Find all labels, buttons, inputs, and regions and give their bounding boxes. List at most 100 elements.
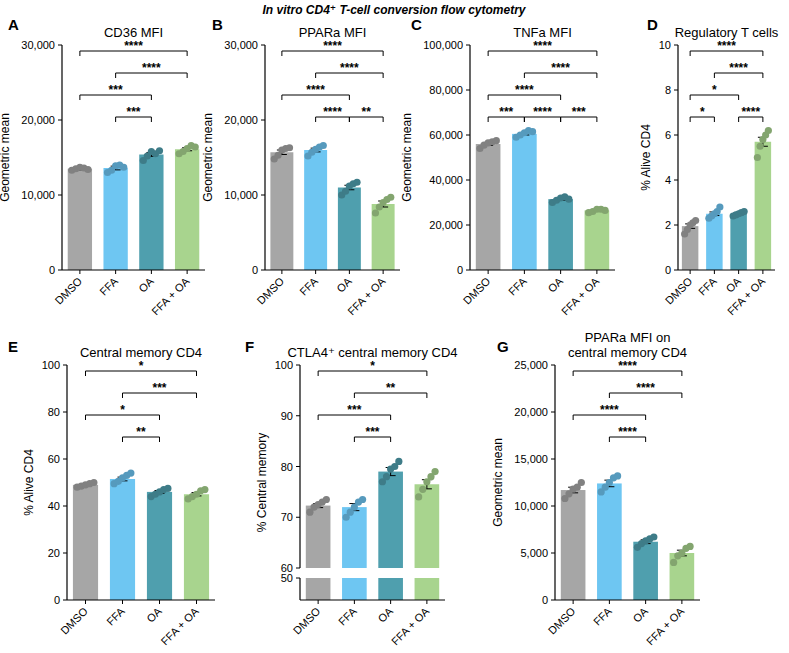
significance-label: **** xyxy=(515,83,534,97)
y-tick-label: 60 xyxy=(48,453,60,465)
y-tick xyxy=(551,459,555,460)
x-tick-label: DMSO xyxy=(663,275,695,307)
data-point xyxy=(754,154,761,161)
plot-area xyxy=(561,472,694,600)
y-tick xyxy=(674,90,678,91)
data-point xyxy=(383,473,390,480)
bar xyxy=(175,149,199,270)
y-tick xyxy=(466,45,470,46)
y-tick-label: 10,000 xyxy=(224,189,258,201)
y-tick xyxy=(551,365,555,366)
y-tick xyxy=(296,568,300,569)
x-tick xyxy=(560,270,561,274)
x-tick-label: DMSO xyxy=(291,605,323,637)
data-point xyxy=(757,143,764,150)
x-tick xyxy=(151,270,152,274)
bar xyxy=(338,188,361,271)
bar xyxy=(585,210,610,270)
data-point xyxy=(120,164,127,171)
y-tick-label: 0 xyxy=(457,264,463,276)
x-tick xyxy=(596,270,597,274)
y-tick-label: 10,000 xyxy=(21,189,55,201)
x-tick xyxy=(187,270,188,274)
y-tick-label: 20,000 xyxy=(224,114,258,126)
data-point xyxy=(431,468,438,475)
y-axis xyxy=(677,45,678,270)
y-tick-label: 10 xyxy=(659,39,671,51)
panel: ACD36 MFI010,00020,00030,000Geometric me… xyxy=(0,16,205,317)
y-tick-label: 80 xyxy=(281,461,293,473)
panel: FCTLA4⁺ central memory CD45060708090100%… xyxy=(245,338,458,647)
bar xyxy=(730,214,746,270)
significance-label: ** xyxy=(386,381,396,395)
x-tick-label: FFA xyxy=(104,604,127,627)
y-tick-label: 70 xyxy=(281,511,293,523)
data-point xyxy=(716,203,723,210)
data-point xyxy=(415,493,422,500)
significance-label: *** xyxy=(365,425,379,439)
y-tick xyxy=(466,225,470,226)
y-tick xyxy=(58,45,62,46)
x-axis xyxy=(62,269,205,270)
x-axis xyxy=(470,269,615,270)
data-point xyxy=(353,179,360,186)
y-tick-label: 0 xyxy=(49,264,55,276)
significance-label: **** xyxy=(142,61,161,75)
y-tick xyxy=(58,195,62,196)
x-tick xyxy=(762,270,763,274)
x-tick-label: FFA + OA xyxy=(149,274,192,317)
panel-letter: G xyxy=(497,338,509,355)
significance-label: * xyxy=(370,359,375,373)
y-tick xyxy=(63,459,67,460)
significance-label: ** xyxy=(136,425,146,439)
panel-title: TNFa MFI xyxy=(513,25,572,40)
y-tick-label: 0 xyxy=(665,264,671,276)
y-tick xyxy=(466,180,470,181)
plot-area xyxy=(73,470,209,601)
x-tick-label: OA xyxy=(334,274,354,294)
data-point xyxy=(419,486,426,493)
y-axis-label: % Alive CD4 xyxy=(22,449,36,516)
data-point xyxy=(614,472,621,479)
x-tick-label: DMSO xyxy=(52,275,84,307)
x-tick-label: DMSO xyxy=(58,605,90,637)
panel-letter: F xyxy=(245,338,254,355)
panel-title-line: PPARa MFI on xyxy=(585,330,671,345)
y-tick-label: 8 xyxy=(665,84,671,96)
bar xyxy=(306,506,331,600)
x-tick-label: FFA + OA xyxy=(345,274,388,317)
y-tick-label: 20,000 xyxy=(429,219,463,231)
y-tick-label: 2 xyxy=(665,219,671,231)
x-axis xyxy=(555,599,700,600)
y-tick xyxy=(674,180,678,181)
y-tick-label: 40,000 xyxy=(429,174,463,186)
y-tick-label: 100,000 xyxy=(423,39,463,51)
data-point xyxy=(359,496,366,503)
x-tick xyxy=(196,600,197,604)
y-tick xyxy=(296,517,300,518)
panel-title-line: PPARa MFI xyxy=(299,25,367,40)
plot-area xyxy=(300,458,445,600)
data-point xyxy=(493,137,500,144)
data-point xyxy=(650,533,657,540)
x-tick xyxy=(115,270,116,274)
panel-title-line: CTLA4⁺ central memory CD4 xyxy=(287,345,457,360)
y-tick xyxy=(674,270,678,271)
x-tick-label: OA xyxy=(545,274,565,294)
data-point xyxy=(565,196,572,203)
significance-label: **** xyxy=(340,61,359,75)
data-point xyxy=(84,166,91,173)
panel-title-line: central memory CD4 xyxy=(568,345,687,360)
significance-label: **** xyxy=(600,403,619,417)
x-tick xyxy=(85,600,86,604)
significance-label: *** xyxy=(499,105,513,119)
bar xyxy=(633,542,658,600)
x-axis xyxy=(265,269,400,270)
y-tick-label: 20 xyxy=(48,547,60,559)
x-tick xyxy=(349,270,350,274)
x-tick xyxy=(690,270,691,274)
x-axis xyxy=(300,599,445,600)
y-tick xyxy=(551,506,555,507)
y-axis-label: % Alive CD4 xyxy=(639,124,653,191)
y-tick xyxy=(63,365,67,366)
